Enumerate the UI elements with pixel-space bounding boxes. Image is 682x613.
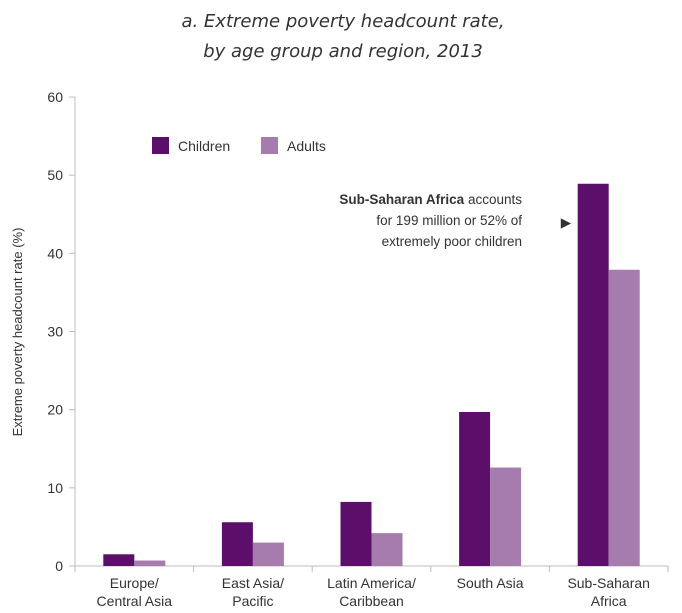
annotation-line-3: extremely poor children: [382, 234, 522, 249]
legend-label-children: Children: [178, 138, 230, 154]
category-label: Latin America/: [327, 575, 416, 591]
category-label: Central Asia: [97, 593, 173, 609]
annotation-line-1: Sub-Saharan Africa accounts: [339, 192, 522, 207]
y-tick-label: 30: [47, 324, 63, 340]
chart-bars: [103, 184, 639, 566]
chart-title: a. Extreme poverty headcount rate, by ag…: [181, 11, 504, 62]
category-label: Caribbean: [339, 593, 404, 609]
annotation-line-2: for 199 million or 52% of: [376, 213, 522, 228]
category-label: Pacific: [232, 593, 273, 609]
y-tick-label: 50: [47, 167, 63, 183]
category-label: Europe/: [110, 575, 159, 591]
y-tick-label: 60: [47, 89, 63, 105]
bar-children-4: [578, 184, 609, 566]
bar-children-2: [341, 502, 372, 566]
bar-adults-1: [253, 543, 284, 566]
bar-children-0: [103, 554, 134, 566]
bar-adults-0: [134, 561, 165, 566]
annotation-arrow-icon: ▶: [561, 215, 572, 230]
bar-adults-4: [609, 270, 640, 566]
chart-annotation: Sub-Saharan Africa accounts for 199 mill…: [339, 192, 571, 249]
bar-children-1: [222, 522, 253, 566]
chart-legend: Children Adults: [152, 137, 326, 154]
y-tick-label: 40: [47, 245, 63, 261]
category-label: Sub-Saharan: [567, 575, 650, 591]
category-label: Africa: [591, 593, 627, 609]
y-tick-label: 0: [55, 558, 63, 574]
legend-swatch-adults: [261, 137, 278, 154]
chart-title-line-1: a. Extreme poverty headcount rate,: [181, 11, 504, 32]
bar-adults-2: [372, 533, 403, 566]
y-tick-label: 10: [47, 480, 63, 496]
bar-adults-3: [490, 468, 521, 566]
legend-swatch-children: [152, 137, 169, 154]
legend-label-adults: Adults: [287, 138, 326, 154]
bar-children-3: [459, 412, 490, 566]
annotation-line-1-rest: accounts: [464, 192, 522, 207]
category-label: East Asia/: [222, 575, 284, 591]
annotation-bold-region: Sub-Saharan Africa: [339, 192, 464, 207]
y-axis-label: Extreme poverty headcount rate (%): [10, 228, 25, 437]
chart-title-line-2: by age group and region, 2013: [203, 41, 483, 62]
category-label: South Asia: [457, 575, 524, 591]
y-tick-label: 20: [47, 402, 63, 418]
